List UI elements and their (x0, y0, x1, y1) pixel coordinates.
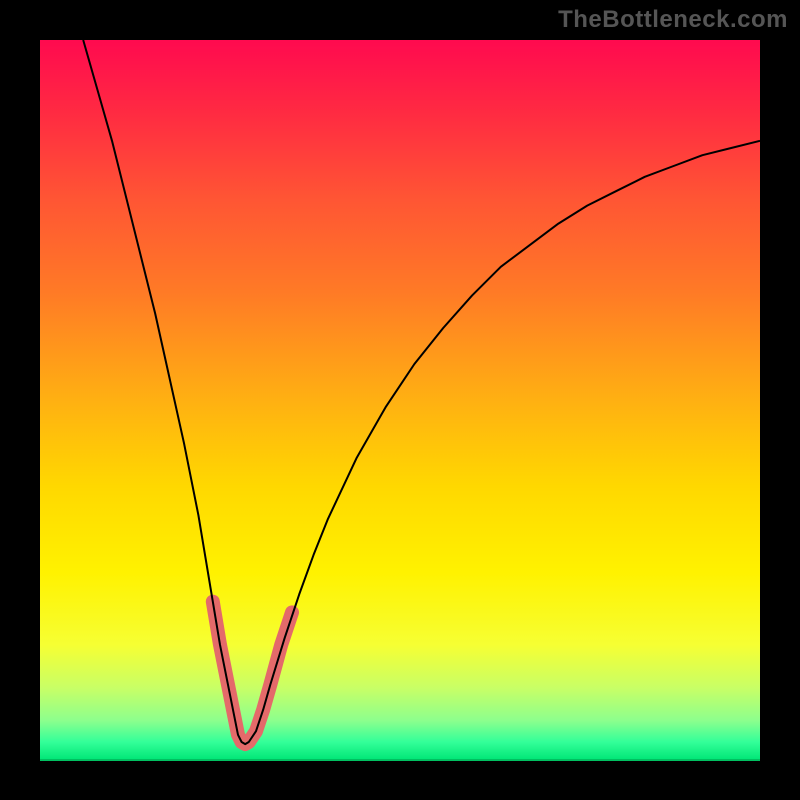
plot-background (40, 40, 760, 760)
bottleneck-chart (0, 0, 800, 800)
chart-stage: TheBottleneck.com (0, 0, 800, 800)
watermark-text: TheBottleneck.com (558, 6, 788, 34)
